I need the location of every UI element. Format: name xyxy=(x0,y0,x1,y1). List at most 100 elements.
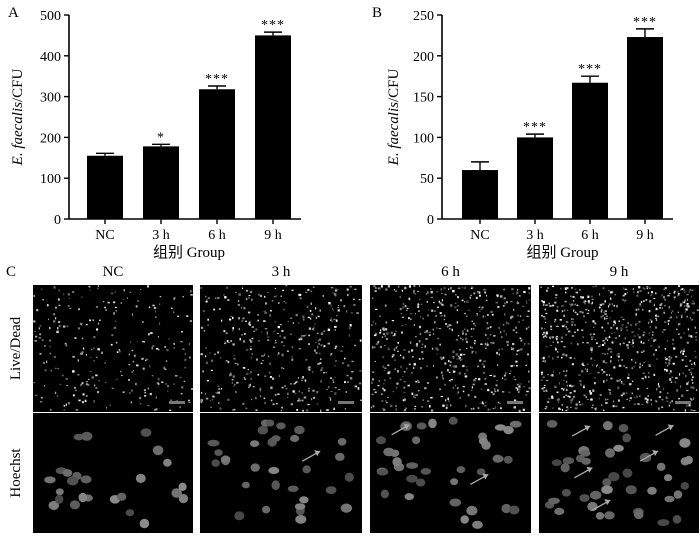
stain-speck xyxy=(611,332,613,335)
stain-speck xyxy=(558,382,560,385)
stain-speck xyxy=(394,368,396,371)
stain-speck xyxy=(645,299,648,301)
stain-speck xyxy=(156,382,160,384)
stain-speck xyxy=(327,342,330,345)
stain-speck xyxy=(327,409,329,412)
stain-speck xyxy=(516,383,519,386)
stain-speck xyxy=(641,377,644,380)
stain-speck xyxy=(608,305,610,308)
stain-speck xyxy=(450,304,453,307)
stain-speck xyxy=(523,343,526,346)
stain-speck xyxy=(241,320,244,322)
stain-speck xyxy=(274,394,277,396)
stain-speck xyxy=(230,372,232,375)
stain-speck xyxy=(422,317,424,320)
stain-speck xyxy=(541,315,543,317)
stain-speck xyxy=(526,390,529,393)
stain-speck xyxy=(655,400,658,403)
stain-speck xyxy=(500,295,503,298)
stain-speck xyxy=(303,396,307,399)
stain-speck xyxy=(632,346,634,348)
bar xyxy=(517,137,553,219)
stain-speck xyxy=(657,345,660,349)
stain-speck xyxy=(610,297,612,300)
stain-speck xyxy=(443,287,446,290)
stain-speck xyxy=(572,318,575,320)
stain-speck xyxy=(685,404,688,407)
nucleus xyxy=(163,458,172,467)
stain-speck xyxy=(200,399,202,402)
stain-speck xyxy=(689,359,692,362)
stain-speck xyxy=(525,364,528,366)
stain-speck xyxy=(330,390,333,393)
stain-speck xyxy=(505,301,508,304)
stain-speck xyxy=(542,360,544,362)
stain-speck xyxy=(279,324,282,326)
stain-speck xyxy=(486,322,489,325)
stain-speck xyxy=(210,406,212,408)
stain-speck xyxy=(183,380,186,382)
y-axis-title-italic: E. faecalis xyxy=(386,102,402,166)
stain-speck xyxy=(251,337,254,340)
stain-speck xyxy=(218,402,220,404)
stain-speck xyxy=(61,374,64,377)
stain-speck xyxy=(659,390,662,394)
stain-speck xyxy=(233,357,236,360)
stain-speck xyxy=(189,320,192,322)
stain-speck xyxy=(238,317,240,320)
stain-speck xyxy=(571,323,573,326)
nucleus xyxy=(80,475,92,484)
stain-speck xyxy=(439,302,442,305)
stain-speck xyxy=(441,371,443,374)
stain-speck xyxy=(358,382,362,385)
stain-speck xyxy=(308,368,311,371)
stain-speck xyxy=(646,398,649,401)
stain-speck xyxy=(485,299,488,302)
stain-speck xyxy=(479,403,481,405)
stain-speck xyxy=(676,317,678,319)
stain-speck xyxy=(576,313,579,316)
y-tick-label: 250 xyxy=(413,9,434,24)
stain-speck xyxy=(650,294,653,297)
stain-speck xyxy=(677,291,679,293)
stain-speck xyxy=(173,347,175,349)
stain-speck xyxy=(555,325,559,327)
stain-speck xyxy=(315,316,318,319)
column-label: 6 h xyxy=(441,264,460,280)
stain-speck xyxy=(442,377,444,380)
stain-speck xyxy=(154,310,156,313)
stain-speck xyxy=(666,340,668,342)
stain-speck xyxy=(560,340,563,343)
stain-speck xyxy=(543,387,546,389)
stain-speck xyxy=(226,340,229,343)
stain-speck xyxy=(487,388,490,392)
stain-speck xyxy=(696,389,698,391)
stain-speck xyxy=(276,295,278,297)
stain-speck xyxy=(119,350,121,353)
stain-speck xyxy=(444,293,447,296)
stain-speck xyxy=(667,294,670,297)
stain-speck xyxy=(490,310,493,313)
stain-speck xyxy=(306,305,309,309)
stain-speck xyxy=(308,389,310,392)
stain-speck xyxy=(317,315,320,318)
stain-speck xyxy=(635,308,637,311)
stain-speck xyxy=(473,340,477,342)
stain-speck xyxy=(683,288,686,291)
stain-speck xyxy=(82,347,85,350)
stain-speck xyxy=(657,383,660,386)
stain-speck xyxy=(640,300,643,304)
stain-speck xyxy=(564,309,566,312)
stain-speck xyxy=(471,347,473,349)
stain-speck xyxy=(623,365,625,367)
stain-speck xyxy=(565,326,567,328)
stain-speck xyxy=(613,324,615,327)
stain-speck xyxy=(549,305,552,307)
stain-speck xyxy=(98,319,101,321)
stain-speck xyxy=(601,352,604,355)
stain-speck xyxy=(308,343,310,345)
stain-speck xyxy=(589,392,593,395)
stain-speck xyxy=(433,302,435,304)
stain-speck xyxy=(494,406,497,409)
stain-speck xyxy=(271,300,274,302)
